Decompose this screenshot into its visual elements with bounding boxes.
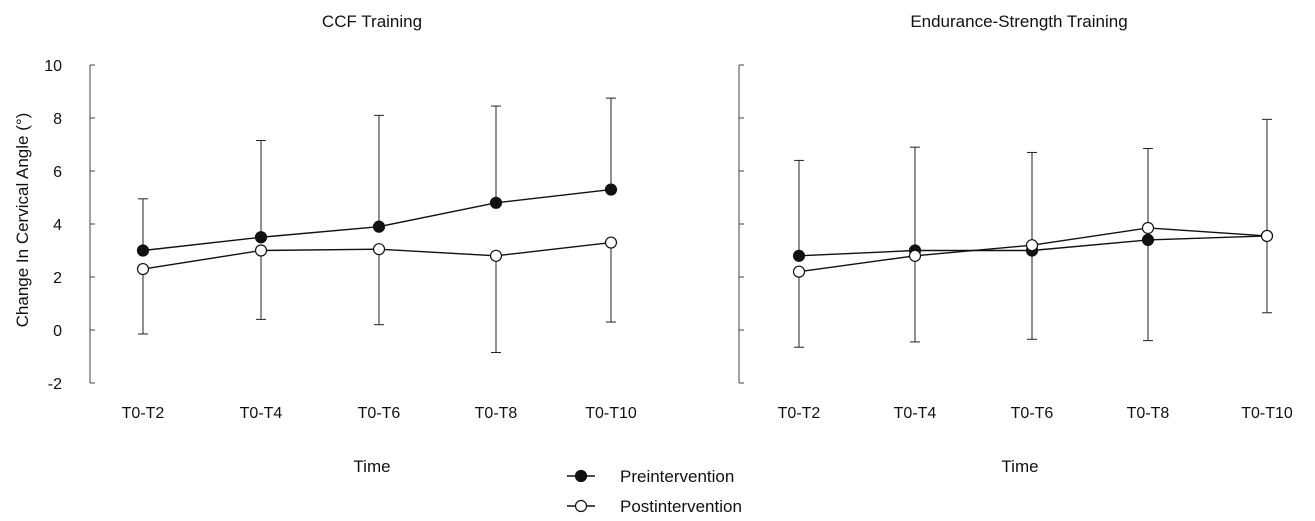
data-point-post: [604, 236, 618, 249]
x-tick-label: T0-T4: [894, 405, 937, 422]
data-point-post: [372, 243, 386, 256]
x-tick-label: T0-T4: [240, 405, 283, 422]
legend-pre-label: Preintervention: [620, 467, 734, 486]
panel-endurance-title: Endurance-Strength Training: [910, 12, 1127, 31]
legend-pre-marker: [574, 469, 588, 483]
y-tick-label: 8: [53, 111, 62, 128]
legend: Preintervention Postintervention: [567, 467, 742, 516]
panel-ccf-x-axis-label: Time: [353, 457, 390, 476]
data-point-pre: [372, 220, 386, 233]
y-tick-label: 4: [53, 217, 62, 234]
panel-ccf-plot: -2 0 2 4 6 8 10 T0-T2 T0-T4 T0-T6 T0-T8 T0-T10: [44, 58, 637, 422]
panel-endurance: Endurance-Strength Training Time T0-T2 T0…: [738, 12, 1293, 476]
panel-ccf-title: CCF Training: [322, 12, 422, 31]
data-point-pre: [136, 244, 150, 257]
x-tick-label: T0-T10: [585, 405, 637, 422]
x-tick-label: T0-T2: [778, 405, 821, 422]
data-point-pre: [1141, 233, 1155, 246]
series-line-pre: [142, 188, 612, 252]
panel-endurance-x-axis-label: Time: [1001, 457, 1038, 476]
data-point-post: [1141, 221, 1155, 235]
legend-post-marker: [574, 499, 588, 513]
y-tick-label: 10: [44, 58, 62, 75]
panel-ccf-y-axis-label: Change In Cervical Angle (°): [13, 113, 32, 328]
panel-ccf: CCF Training Change In Cervical Angle (°…: [13, 12, 637, 476]
y-tick-label: 6: [53, 164, 62, 181]
data-point-post: [792, 265, 806, 278]
x-tick-label: T0-T10: [1241, 405, 1293, 422]
data-point-post: [136, 262, 150, 276]
y-tick-label: 0: [53, 323, 62, 340]
y-tick-label: 2: [53, 270, 62, 287]
x-tick-label: T0-T6: [1011, 405, 1054, 422]
data-point-pre: [604, 183, 618, 196]
x-tick-label: T0-T6: [358, 405, 401, 422]
data-point-post: [1260, 229, 1274, 243]
y-tick-label: -2: [48, 376, 62, 393]
data-point-pre: [254, 231, 268, 244]
x-tick-label: T0-T8: [475, 405, 518, 422]
data-point-post: [489, 249, 503, 262]
legend-post-label: Postintervention: [620, 497, 742, 516]
x-tick-label: T0-T8: [1127, 405, 1170, 422]
x-tick-label: T0-T2: [122, 405, 165, 422]
panel-endurance-plot: T0-T2 T0-T4 T0-T6 T0-T8 T0-T10: [738, 64, 1293, 422]
data-point-post: [1025, 239, 1039, 252]
data-point-post: [254, 244, 268, 257]
data-point-pre: [792, 249, 806, 262]
data-point-post: [908, 249, 922, 262]
data-point-pre: [489, 196, 503, 209]
